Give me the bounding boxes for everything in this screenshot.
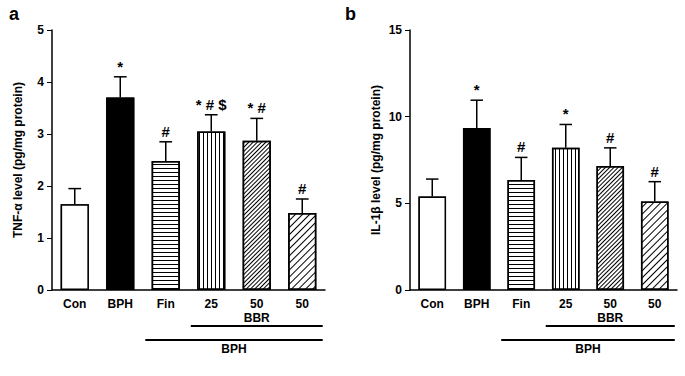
svg-text:5: 5 xyxy=(37,23,44,37)
svg-text:0: 0 xyxy=(37,283,44,297)
svg-text:50: 50 xyxy=(648,297,662,311)
svg-text:25: 25 xyxy=(205,297,219,311)
svg-text:1: 1 xyxy=(37,231,44,245)
svg-text:*: * xyxy=(117,58,123,75)
svg-text:BBR: BBR xyxy=(244,311,270,325)
svg-text:15: 15 xyxy=(389,23,403,37)
svg-text:* #: * # xyxy=(248,99,267,116)
svg-text:Con: Con xyxy=(63,297,86,311)
svg-text:*: * xyxy=(474,81,480,98)
svg-text:#: # xyxy=(298,180,307,197)
svg-text:0: 0 xyxy=(395,283,402,297)
svg-text:2: 2 xyxy=(37,179,44,193)
svg-text:#: # xyxy=(517,138,526,155)
svg-text:3: 3 xyxy=(37,127,44,141)
svg-text:Con: Con xyxy=(421,297,444,311)
svg-text:Fin: Fin xyxy=(157,297,175,311)
svg-text:5: 5 xyxy=(395,196,402,210)
svg-text:TNF-α level (pg/mg protein): TNF-α level (pg/mg protein) xyxy=(11,82,25,238)
svg-text:25: 25 xyxy=(559,297,573,311)
svg-text:50: 50 xyxy=(296,297,310,311)
svg-text:#: # xyxy=(651,163,660,180)
svg-text:BPH: BPH xyxy=(575,342,600,356)
svg-text:* # $: * # $ xyxy=(196,96,228,113)
svg-text:#: # xyxy=(606,129,615,146)
svg-text:10: 10 xyxy=(389,110,403,124)
svg-text:4: 4 xyxy=(37,75,44,89)
svg-text:*: * xyxy=(563,105,569,122)
svg-text:50: 50 xyxy=(604,297,618,311)
svg-text:IL-1β level (pg/mg protein): IL-1β level (pg/mg protein) xyxy=(369,85,383,235)
svg-text:#: # xyxy=(162,123,171,140)
svg-text:a: a xyxy=(9,4,20,24)
svg-text:50: 50 xyxy=(250,297,264,311)
svg-text:Fin: Fin xyxy=(512,297,530,311)
svg-text:BBR: BBR xyxy=(597,311,623,325)
svg-text:b: b xyxy=(345,4,356,24)
svg-text:BPH: BPH xyxy=(108,297,133,311)
svg-text:BPH: BPH xyxy=(464,297,489,311)
svg-text:BPH: BPH xyxy=(221,342,246,356)
